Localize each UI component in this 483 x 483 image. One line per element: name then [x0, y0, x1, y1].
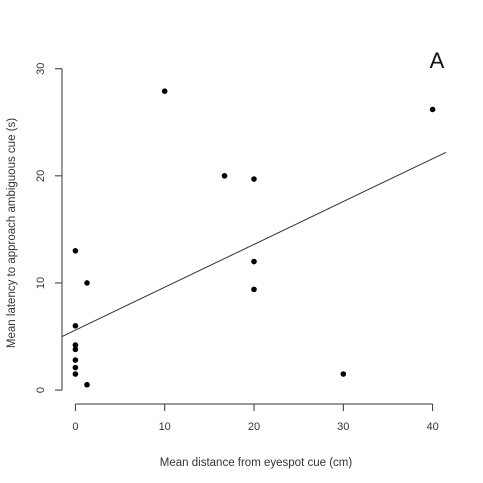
- x-axis-label: Mean distance from eyespot cue (cm): [160, 457, 353, 469]
- x-tick-label: 40: [426, 421, 438, 433]
- data-point: [340, 371, 347, 377]
- y-axis-label: Mean latency to approach ambiguous cue (…: [6, 118, 18, 348]
- data-point: [72, 346, 79, 353]
- y-tick-label: 0: [35, 387, 47, 393]
- data-point: [221, 173, 228, 179]
- data-point: [72, 248, 79, 254]
- data-point: [429, 106, 436, 113]
- panel-label: A: [430, 48, 445, 73]
- data-point: [72, 342, 79, 348]
- x-tick-label: 10: [159, 421, 171, 433]
- data-point: [161, 88, 168, 95]
- y-tick-label: 20: [35, 170, 47, 182]
- data-point: [251, 286, 257, 293]
- data-point: [84, 280, 90, 286]
- data-point: [72, 364, 79, 371]
- x-tick-label: 20: [248, 421, 260, 433]
- x-tick-label: 0: [72, 421, 78, 433]
- data-point: [72, 371, 79, 377]
- data-point: [72, 323, 79, 329]
- y-tick-label: 30: [35, 63, 47, 75]
- regression-line: [61, 151, 447, 337]
- x-tick-label: 30: [337, 421, 349, 433]
- data-point: [251, 176, 257, 182]
- data-point: [84, 381, 90, 388]
- y-tick-label: 10: [35, 277, 47, 289]
- data-point: [72, 357, 79, 363]
- data-points: [72, 88, 436, 388]
- data-point: [251, 258, 257, 265]
